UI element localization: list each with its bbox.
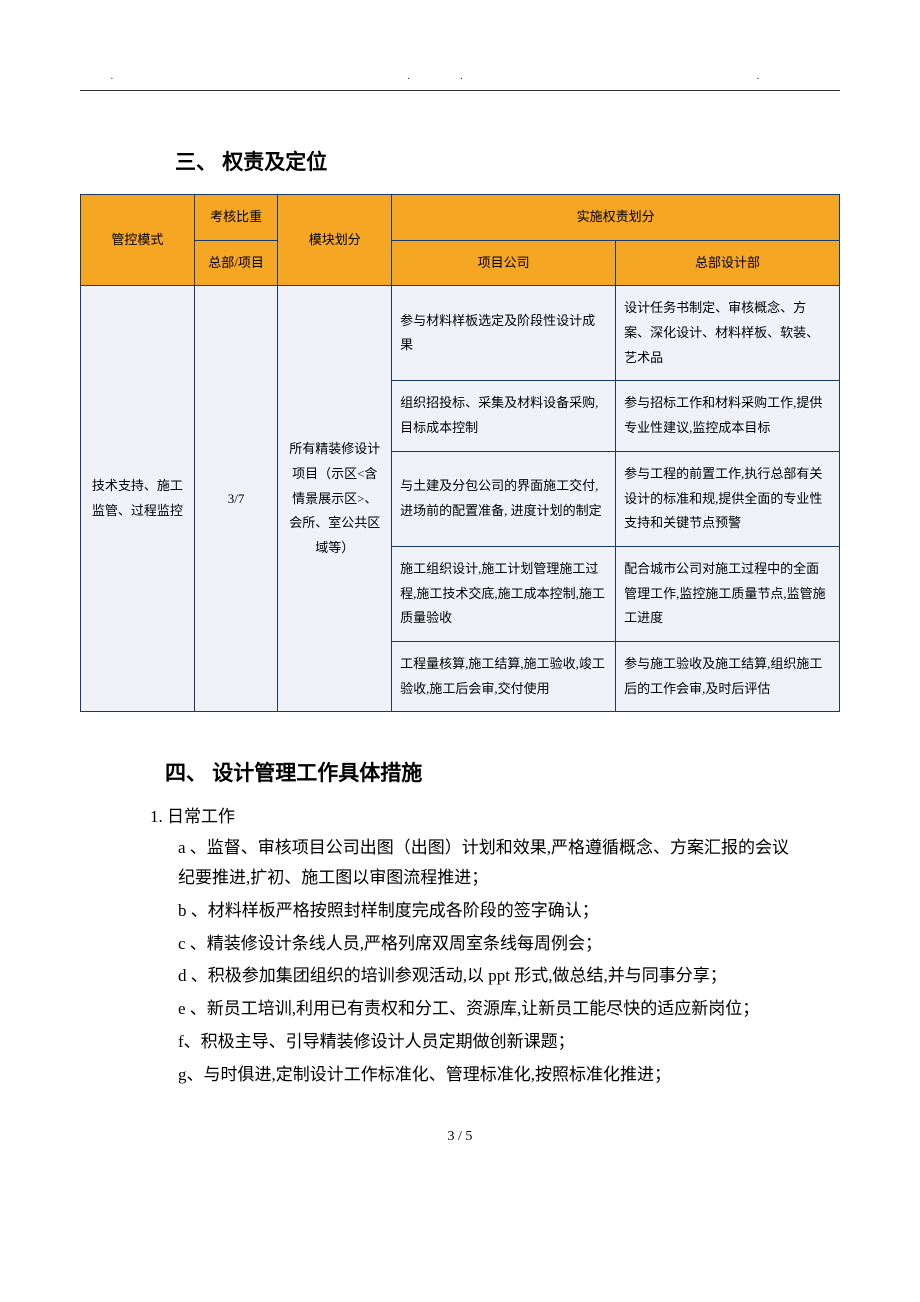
list-item: g、与时俱进,定制设计工作标准化、管理标准化,按照标准化推进； bbox=[178, 1060, 800, 1090]
cell-proj: 工程量核算,施工结算,施工验收,竣工验收,施工后会审,交付使用 bbox=[392, 641, 616, 711]
cell-hq: 设计任务书制定、审核概念、方案、深化设计、材料样板、软装、艺术品 bbox=[616, 286, 840, 381]
cell-ratio: 3/7 bbox=[194, 286, 277, 712]
th-ratio-sub: 总部/项目 bbox=[194, 240, 277, 286]
th-ratio: 考核比重 bbox=[194, 195, 277, 241]
header-ornament: . .. . bbox=[80, 70, 840, 91]
list-item: c 、精装修设计条线人员,严格列席双周室条线每周例会； bbox=[178, 929, 800, 959]
cell-hq: 参与招标工作和材料采购工作,提供专业性建议,监控成本目标 bbox=[616, 381, 840, 451]
list-item: e 、新员工培训,利用已有责权和分工、资源库,让新员工能尽快的适应新岗位； bbox=[178, 994, 800, 1024]
th-module: 模块划分 bbox=[278, 195, 392, 286]
cell-proj: 与土建及分包公司的界面施工交付,进场前的配置准备, 进度计划的制定 bbox=[392, 451, 616, 546]
list-number: 1. 日常工作 bbox=[150, 802, 840, 827]
cell-mode: 技术支持、施工监管、过程监控 bbox=[81, 286, 195, 712]
th-proj-company: 项目公司 bbox=[392, 240, 616, 286]
responsibility-table: 管控模式 考核比重 模块划分 实施权责划分 项目公司 总部设计部 总部/项目 技… bbox=[80, 194, 840, 712]
list-item: a 、监督、审核项目公司出图（出图）计划和效果,严格遵循概念、方案汇报的会议纪要… bbox=[178, 833, 800, 893]
th-hq-design: 总部设计部 bbox=[616, 240, 840, 286]
page-number: 3 / 5 bbox=[80, 1129, 840, 1145]
list-item: d 、积极参加集团组织的培训参观活动,以 ppt 形式,做总结,并与同事分享； bbox=[178, 961, 800, 991]
daily-work-list: a 、监督、审核项目公司出图（出图）计划和效果,严格遵循概念、方案汇报的会议纪要… bbox=[178, 833, 800, 1089]
cell-proj: 参与材料样板选定及阶段性设计成果 bbox=[392, 286, 616, 381]
cell-hq: 配合城市公司对施工过程中的全面管理工作,监控施工质量节点,监管施工进度 bbox=[616, 546, 840, 641]
table-row: 技术支持、施工监管、过程监控 3/7 所有精装修设计项目（示区<含情景展示区>、… bbox=[81, 286, 840, 381]
cell-hq: 参与施工验收及施工结算,组织施工后的工作会审,及时后评估 bbox=[616, 641, 840, 711]
th-impl-group: 实施权责划分 bbox=[392, 195, 840, 241]
cell-hq: 参与工程的前置工作,执行总部有关设计的标准和规,提供全面的专业性支持和关键节点预… bbox=[616, 451, 840, 546]
list-item: f、积极主导、引导精装修设计人员定期做创新课题； bbox=[178, 1027, 800, 1057]
section3-title: 三、 权责及定位 bbox=[175, 146, 840, 176]
th-mode: 管控模式 bbox=[81, 195, 195, 286]
list-item: b 、材料样板严格按照封样制度完成各阶段的签字确认； bbox=[178, 896, 800, 926]
cell-proj: 施工组织设计,施工计划管理施工过程,施工技术交底,施工成本控制,施工质量验收 bbox=[392, 546, 616, 641]
section4-title: 四、 设计管理工作具体措施 bbox=[165, 757, 840, 787]
cell-module: 所有精装修设计项目（示区<含情景展示区>、会所、室公共区域等） bbox=[278, 286, 392, 712]
cell-proj: 组织招投标、采集及材料设备采购,目标成本控制 bbox=[392, 381, 616, 451]
